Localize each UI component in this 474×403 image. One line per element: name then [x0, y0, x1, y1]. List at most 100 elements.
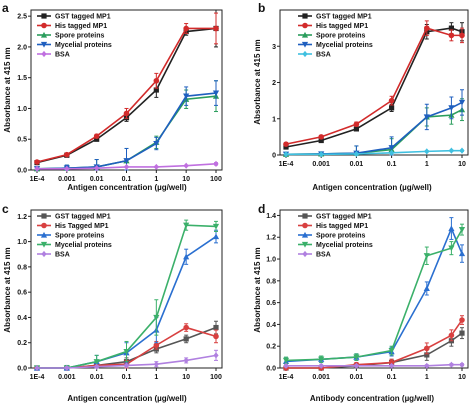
y-axis-label: Absorbance at 415 nm — [253, 247, 262, 332]
y-tick-label: 0.8 — [17, 264, 27, 271]
legend-marker — [41, 50, 47, 58]
y-axis-label: Absorbance at 415 nm — [253, 39, 262, 124]
data-point — [183, 324, 189, 331]
legend-marker — [302, 50, 308, 58]
data-point — [153, 77, 160, 84]
legend-label: His Tagged MP1 — [55, 223, 109, 230]
x-tick-label: 10 — [182, 176, 190, 183]
y-tick-label: 0.8 — [266, 278, 276, 285]
x-tick-label: 100 — [210, 374, 222, 381]
data-point — [389, 362, 395, 369]
series-line — [285, 229, 463, 362]
series-mycelial-proteins — [33, 80, 220, 172]
x-tick-label: 1E-4 — [279, 374, 294, 381]
legend-label: Mycelial proteins — [316, 242, 373, 249]
data-point — [183, 25, 189, 32]
legend-label: Mycelial proteins — [55, 242, 112, 249]
data-point — [153, 314, 160, 321]
data-point — [448, 25, 455, 31]
legend-label: Spore proteins — [316, 33, 366, 40]
x-tick-label: 10 — [182, 374, 190, 381]
data-point — [213, 160, 219, 167]
data-point — [183, 93, 190, 100]
data-point — [183, 336, 189, 342]
y-tick-label: 1 — [272, 116, 276, 123]
legend-marker — [40, 231, 48, 238]
series-line — [286, 332, 463, 369]
y-tick-label: 2.0 — [17, 44, 27, 51]
data-point — [283, 362, 289, 369]
legend-marker — [41, 13, 47, 19]
data-point — [93, 359, 100, 365]
data-point — [212, 223, 220, 230]
series-his-tagged-mp1 — [283, 20, 465, 147]
data-point — [283, 141, 289, 147]
y-tick-label: 0.4 — [17, 315, 27, 322]
legend-marker — [41, 250, 47, 258]
data-point — [448, 332, 455, 339]
x-tick-label: 1E-4 — [30, 176, 45, 183]
x-axis-label: Antigen concentration (µg/well) — [67, 394, 187, 403]
legend-marker — [40, 31, 48, 38]
legend-marker — [302, 213, 308, 219]
data-point — [64, 151, 70, 158]
data-point — [423, 285, 430, 292]
legend-label: BSA — [55, 252, 70, 259]
y-axis-label: Absorbance at 415 nm — [3, 47, 12, 132]
data-point — [388, 145, 395, 151]
data-point — [123, 158, 130, 164]
data-point — [213, 25, 219, 32]
y-axis-label: Absorbance at 415 nm — [3, 247, 12, 332]
data-point — [459, 361, 465, 368]
panel-letter: a — [2, 1, 9, 15]
data-point — [424, 362, 430, 369]
legend-marker — [40, 41, 48, 48]
data-point — [448, 147, 455, 154]
data-point — [64, 165, 70, 172]
series-spore-proteins — [282, 98, 466, 157]
x-tick-label: 0.001 — [312, 374, 330, 381]
data-point — [448, 32, 455, 39]
data-point — [283, 144, 289, 150]
x-tick-label: 0.01 — [90, 176, 104, 183]
legend-marker — [301, 231, 309, 238]
y-tick-label: 0.0 — [17, 168, 27, 175]
data-point — [318, 362, 324, 369]
legend-marker — [301, 241, 309, 248]
data-point — [212, 233, 220, 240]
data-point — [424, 148, 430, 155]
data-point — [458, 99, 466, 106]
data-point — [353, 150, 359, 158]
legend-label: Spore proteins — [55, 33, 105, 40]
series-his-tagged-mp1 — [283, 315, 465, 371]
chart-panel-c: c 0.0 0.2 0.4 0.6 0.8 1.0 1.2 1E-4 0.001 0.01 0.1 1 1… — [2, 202, 223, 403]
data-point — [153, 361, 159, 368]
legend-label: GST tagged MP1 — [316, 214, 372, 221]
legend-marker — [41, 213, 47, 219]
data-point — [424, 352, 430, 358]
data-point — [459, 317, 465, 323]
legend-label: His tagged MP1 — [316, 23, 368, 30]
data-point — [458, 227, 466, 233]
legend-label: GST tagged MP1 — [316, 14, 372, 21]
y-tick-label: 0.5 — [17, 137, 27, 144]
legend-label: BSA — [55, 52, 70, 59]
legend-marker — [302, 222, 308, 229]
x-axis-label: Antibody concentration (µg/well) — [310, 394, 435, 403]
legend-marker — [41, 22, 47, 29]
x-tick-label: 0.1 — [387, 374, 397, 381]
y-tick-label: 1.0 — [17, 106, 27, 113]
data-point — [353, 126, 359, 132]
chart-panel-a: a 0.0 0.5 1.0 1.5 2.0 2.5 1E-4 0.001 0.01 0.1 1 10 10… — [2, 1, 223, 192]
y-tick-label: 0.2 — [266, 344, 276, 351]
data-point — [459, 147, 465, 154]
data-point — [389, 149, 395, 156]
data-point — [424, 345, 430, 352]
x-axis-label: Antigen concentration (µg/well) — [312, 183, 432, 192]
x-tick-label: 0.1 — [122, 374, 132, 381]
data-point — [448, 245, 455, 252]
data-point — [353, 362, 359, 369]
data-point — [448, 361, 455, 368]
data-point — [282, 357, 290, 364]
